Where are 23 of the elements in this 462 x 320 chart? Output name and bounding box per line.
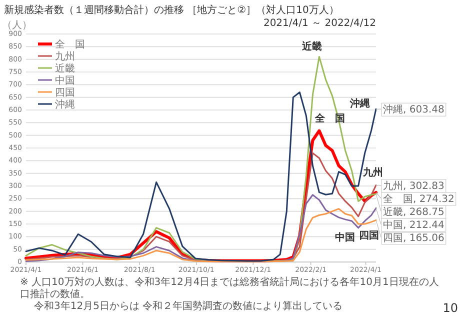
subtitle: 2021/4/1 ～ 2022/4/12: [263, 18, 376, 29]
annotation: 九州: [363, 168, 383, 178]
annotation: 沖縄: [350, 98, 370, 110]
annotation: 四国: [359, 230, 379, 242]
value-label: 近畿, 268.75: [383, 206, 444, 218]
note: 10: [442, 301, 458, 315]
legend-label: 全 国: [55, 38, 85, 50]
annotation: 近畿: [302, 42, 322, 52]
legend-label: 沖縄: [55, 98, 75, 110]
note: ※ 人口10万対の人数は、令和3年12月4日までは総務省統計局における各年10月1日現在の人口推計の数値。: [20, 277, 439, 300]
value-label: 全 国, 274.32: [383, 194, 454, 205]
legend-label: 四国: [55, 88, 75, 98]
legend-label: 中国: [55, 74, 75, 86]
value-label: 沖縄, 603.48: [383, 104, 444, 116]
ylabel: （人）: [2, 20, 32, 31]
value-label: 中国, 212.44: [383, 220, 444, 231]
legend-label: 九州: [55, 50, 75, 62]
title: 新規感染者数（１週間移動合計）の推移 ［地方ごと②］（対人口10万人）: [4, 5, 339, 16]
value-label: 四国, 165.06: [383, 232, 444, 244]
note: 令和3年12月5日からは 令和２年国勢調査の数値により算出している: [34, 301, 343, 312]
legend-label: 近畿: [55, 62, 75, 74]
value-label: 九州, 302.83: [383, 180, 444, 192]
annotation: 中国: [335, 232, 355, 244]
